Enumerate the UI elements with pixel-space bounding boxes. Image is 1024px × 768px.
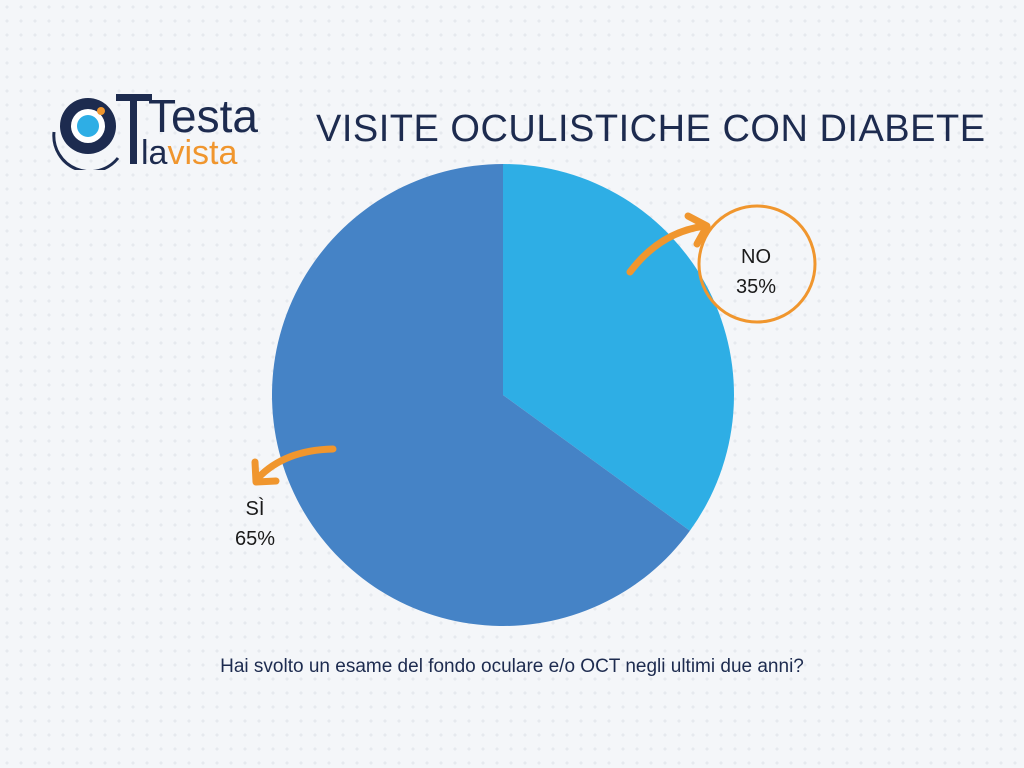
svg-text:lavista: lavista (141, 134, 237, 170)
chart-title: VISITE OCULISTICHE CON DIABETE (316, 108, 986, 150)
arrow-no-icon (626, 222, 709, 276)
arrowhead-si-icon (251, 458, 280, 486)
arrow-si-icon (254, 445, 337, 482)
slice-label-no-name: NO (741, 246, 771, 268)
slice-label-si-name: SÌ (245, 498, 265, 520)
pie-slice-no (503, 164, 735, 531)
logo-text-la: la (141, 134, 168, 170)
pie-slice-si (271, 164, 690, 627)
logo-text-top: Testa (148, 90, 258, 142)
testa-la-vista-logo: Testa lavista (48, 88, 268, 174)
slice-label-no: NO 35% (716, 242, 796, 302)
slice-label-no-value: 35% (735, 276, 777, 298)
label-circle-no (697, 204, 817, 324)
slice-label-si-value: 65% (234, 528, 276, 550)
logo-eye-icon: Testa lavista (52, 90, 258, 174)
slice-label-si: SÌ 65% (215, 494, 295, 554)
arrowhead-no-icon (684, 212, 711, 248)
chart-subtitle: Hai svolto un esame del fondo oculare e/… (220, 656, 804, 677)
logo-text-vista: vista (167, 134, 237, 170)
